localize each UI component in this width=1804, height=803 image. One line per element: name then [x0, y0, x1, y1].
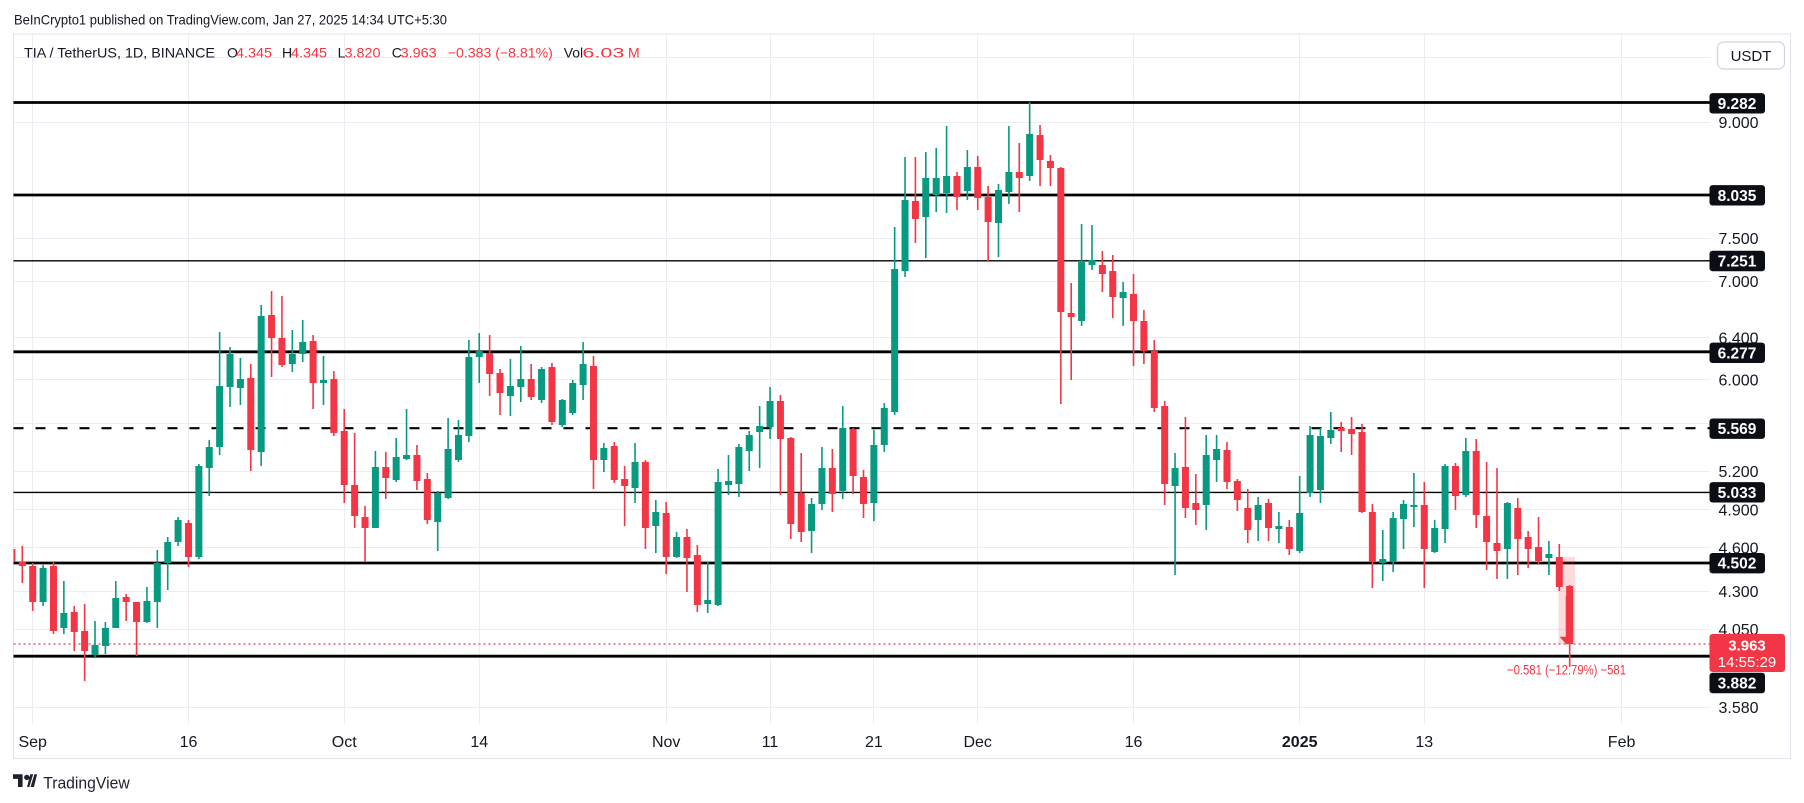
svg-text:6.03: 6.03 [582, 45, 624, 61]
svg-text:M: M [628, 45, 640, 61]
svg-text:16: 16 [180, 734, 198, 751]
svg-text:Oct: Oct [332, 734, 357, 751]
svg-text:3.882: 3.882 [1718, 676, 1757, 693]
svg-text:11: 11 [762, 734, 779, 751]
svg-text:3.963: 3.963 [1728, 638, 1766, 655]
svg-text:TradingView: TradingView [43, 774, 130, 793]
svg-text:Dec: Dec [963, 734, 991, 751]
svg-text:5.200: 5.200 [1718, 464, 1758, 481]
svg-text:3.820: 3.820 [345, 45, 381, 61]
svg-text:BeInCrypto1 published on Tradi: BeInCrypto1 published on TradingView.com… [14, 12, 447, 28]
svg-text:Vol: Vol [564, 45, 583, 61]
svg-text:C: C [392, 45, 402, 61]
svg-text:8.035: 8.035 [1718, 188, 1757, 205]
svg-text:4.300: 4.300 [1718, 584, 1758, 601]
svg-text:4.502: 4.502 [1718, 556, 1757, 573]
svg-text:Sep: Sep [18, 734, 47, 751]
svg-text:7.000: 7.000 [1718, 274, 1758, 291]
svg-text:4.345: 4.345 [291, 45, 327, 61]
svg-text:5.033: 5.033 [1718, 485, 1757, 502]
svg-text:6.000: 6.000 [1718, 373, 1758, 390]
svg-text:6.277: 6.277 [1718, 345, 1757, 362]
svg-text:4.345: 4.345 [236, 45, 272, 61]
svg-text:L: L [338, 45, 346, 61]
svg-text:−0.383 (−8.81%): −0.383 (−8.81%) [448, 45, 553, 61]
svg-text:14:55:29: 14:55:29 [1718, 654, 1776, 671]
svg-text:21: 21 [865, 734, 883, 751]
svg-text:5.569: 5.569 [1718, 421, 1757, 438]
svg-text:H: H [282, 45, 292, 61]
svg-text:9.282: 9.282 [1718, 96, 1757, 113]
svg-text:O: O [227, 45, 238, 61]
svg-text:16: 16 [1125, 734, 1143, 751]
svg-text:Feb: Feb [1608, 734, 1636, 751]
svg-text:14: 14 [470, 734, 488, 751]
svg-text:3.963: 3.963 [401, 45, 437, 61]
svg-text:7.251: 7.251 [1718, 254, 1757, 271]
svg-text:TIA / TetherUS, 1D, BINANCE: TIA / TetherUS, 1D, BINANCE [24, 45, 215, 61]
svg-text:7.500: 7.500 [1718, 231, 1758, 248]
svg-text:4.900: 4.900 [1718, 503, 1758, 520]
svg-text:USDT: USDT [1731, 48, 1772, 65]
svg-text:−0.581 (−12.79%) −581: −0.581 (−12.79%) −581 [1507, 663, 1626, 678]
svg-text:3.580: 3.580 [1718, 700, 1758, 717]
svg-text:9.000: 9.000 [1718, 115, 1758, 132]
svg-text:13: 13 [1415, 734, 1433, 751]
svg-text:Nov: Nov [652, 734, 680, 751]
svg-text:2025: 2025 [1282, 734, 1318, 751]
